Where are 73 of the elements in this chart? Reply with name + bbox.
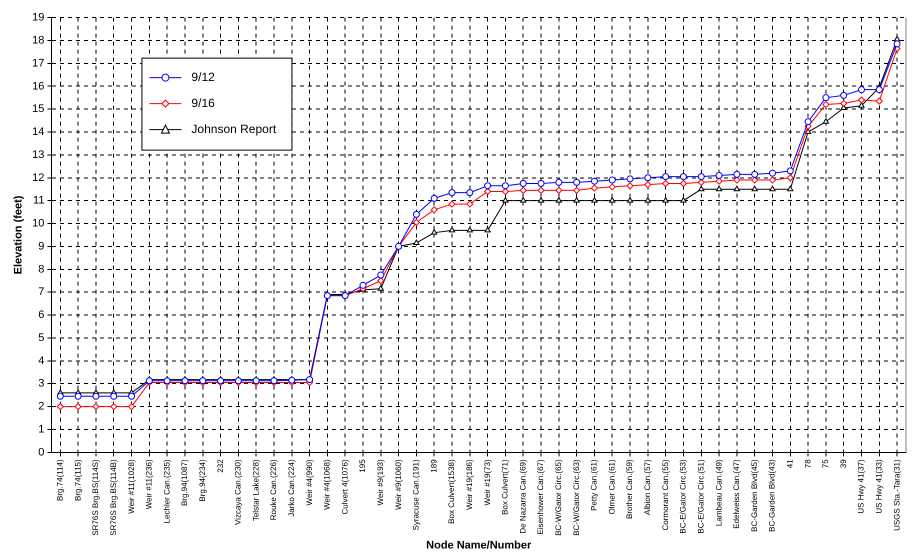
x-tick-label: Brother Can.(59) — [625, 459, 634, 519]
x-tick-label: 189 — [429, 458, 438, 473]
x-tick-label: Weir #11(1028) — [126, 459, 136, 514]
x-tick-label: Lechler Can.(235) — [162, 459, 172, 524]
y-tick-label: 19 — [32, 12, 44, 24]
y-tick-label: 15 — [32, 103, 44, 116]
x-tick-label: Weir #9(1060) — [394, 459, 403, 510]
x-tick-label: Eisenhower Can.(67) — [536, 459, 546, 535]
x-tick-label: BC-W/Gator Circ.(65) — [554, 459, 564, 536]
y-tick-label: 5 — [38, 332, 44, 344]
x-tick-label: Brg.74(114) — [56, 459, 65, 502]
y-tick-label: 1 — [38, 424, 44, 436]
x-tick-label: SR76S Brg.BS(114B) — [108, 459, 118, 536]
x-tick-label: Lambeau Can.(49) — [714, 459, 724, 526]
y-tick-label: 10 — [32, 218, 44, 230]
x-tick-label: 41 — [785, 458, 794, 468]
x-axis-title: Node Name/Number — [426, 539, 532, 552]
x-tick-label: BC-W/Gator Circ.(63) — [572, 459, 581, 536]
x-tick-label: 39 — [838, 458, 848, 468]
y-tick-label: 2 — [38, 400, 44, 413]
x-tick-label: Brg.94(234) — [198, 459, 207, 502]
x-tick-label: De Nazarra Can.(69) — [518, 459, 528, 534]
y-tick-label: 11 — [33, 194, 44, 207]
y-tick-label: 18 — [32, 34, 44, 47]
x-tick-label: Weir #9(193) — [376, 459, 385, 506]
x-tick-label: Weir #19(73) — [482, 459, 492, 506]
x-tick-label: Weir #19(186) — [465, 459, 474, 510]
y-tick-label: 9 — [38, 240, 44, 252]
legend-label: 9/16 — [191, 96, 216, 110]
x-tick-label: Cormorant Can.(55) — [660, 459, 670, 530]
x-tick-label: Rouke Can.(226) — [269, 459, 278, 520]
x-tick-label: Brg.94(1087) — [180, 459, 190, 506]
y-tick-label: 17 — [32, 57, 44, 70]
y-tick-label: 4 — [38, 354, 44, 367]
x-tick-label: Jarko Can.(224) — [286, 459, 296, 517]
x-tick-label: 232 — [216, 458, 225, 473]
x-tick-label: Weir #11(236) — [144, 459, 154, 510]
x-tick-label: BC-E/Gator Circ.(53) — [678, 459, 688, 534]
x-tick-label: 78 — [803, 458, 812, 468]
x-tick-label: BC-Garden Blvd(43) — [768, 459, 777, 532]
x-tick-label: Weir #4(990) — [304, 459, 314, 506]
x-tick-label: Telstar Lake(228) — [251, 459, 260, 522]
x-tick-label: Box Culvert(71) — [500, 459, 510, 515]
y-tick-label: 8 — [38, 263, 44, 276]
y-tick-label: 16 — [32, 80, 44, 92]
x-tick-label: Brg.74(115) — [73, 459, 82, 502]
x-tick-label: BC-E/Gator Circ.(51) — [696, 459, 706, 534]
y-tick-label: 0 — [38, 446, 44, 458]
y-axis-title: Elevation (feet) — [12, 195, 25, 274]
x-tick-label: 75 — [821, 458, 830, 468]
y-tick-label: 6 — [38, 309, 44, 322]
x-tick-label: Culvert 4(1076) — [340, 459, 350, 514]
x-tick-label: Vizcaya Can.(230) — [234, 459, 243, 526]
x-tick-label: Syracuse Can.(191) — [412, 459, 421, 531]
x-tick-label: Box Culvert(1538) — [447, 459, 456, 524]
y-tick-label: 13 — [32, 148, 44, 161]
x-tick-label: Albion Can.(57) — [643, 459, 652, 515]
x-tick-label: US Hwy 41(37) — [856, 459, 866, 514]
y-tick-label: 14 — [32, 126, 44, 138]
y-tick-label: 7 — [38, 286, 44, 298]
x-tick-label: BC-Garden Blvd(45) — [750, 459, 759, 532]
x-tick-label: Petty Can.(61) — [590, 459, 599, 511]
x-tick-label: 195 — [358, 458, 368, 473]
x-tick-label: US Hwy 41(33) — [874, 459, 884, 514]
y-tick-label: 12 — [32, 172, 44, 184]
x-tick-label: SR76S Brg.BS(114S) — [91, 459, 100, 536]
legend-label: Johnson Report — [191, 122, 277, 136]
x-tick-label: USGS Sta.-Tara(31) — [892, 459, 902, 531]
x-tick-label: Olmer Can.(61) — [607, 459, 616, 514]
x-tick-label: Weir #4(1068) — [322, 459, 332, 510]
x-tick-label: Edelweiss Can.(47) — [732, 459, 742, 529]
y-tick-label: 3 — [38, 378, 44, 390]
legend-label: 9/12 — [191, 70, 216, 84]
